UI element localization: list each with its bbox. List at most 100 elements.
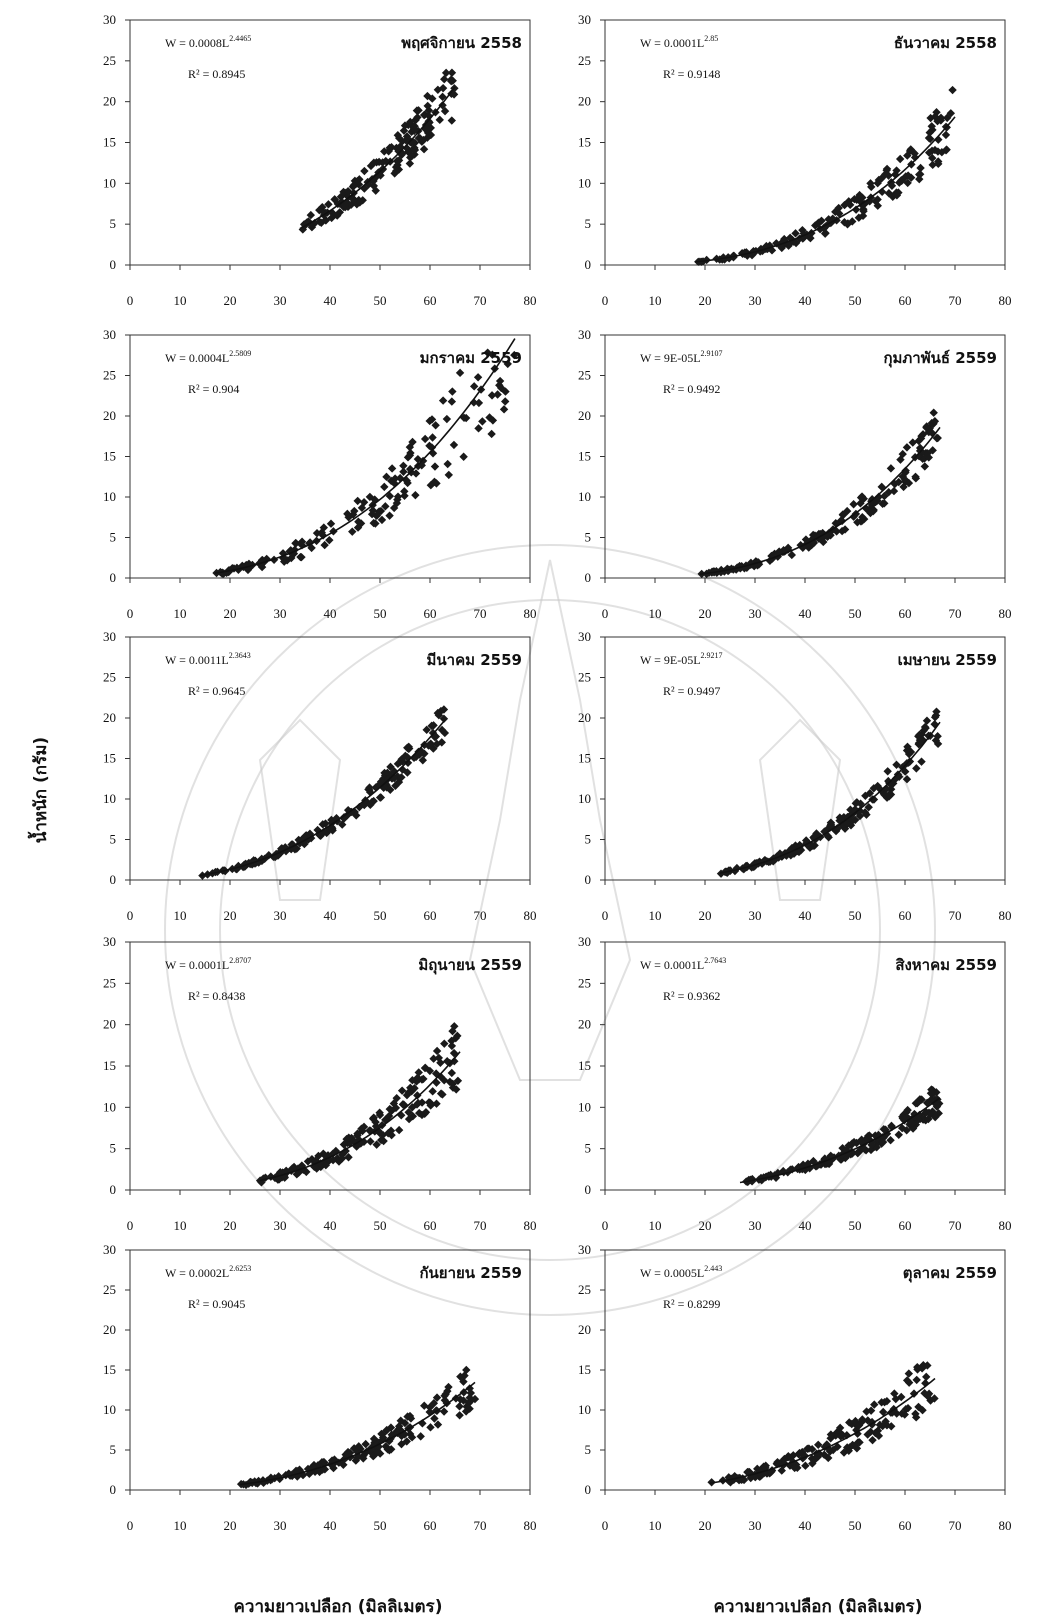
- y-tick-label: 0: [110, 257, 117, 272]
- data-point: [419, 145, 429, 154]
- data-point: [399, 126, 409, 135]
- data-point: [413, 113, 422, 122]
- x-tick-label: 60: [899, 606, 912, 621]
- data-point: [403, 768, 412, 777]
- data-point: [873, 1426, 883, 1435]
- data-point: [831, 207, 840, 217]
- y-tick-label: 15: [578, 1058, 591, 1073]
- data-point: [447, 116, 456, 125]
- data-point: [440, 1039, 449, 1048]
- data-point: [853, 1149, 862, 1158]
- data-point: [787, 843, 797, 853]
- data-point: [343, 509, 352, 519]
- month-label: มกราคม 2559: [420, 349, 522, 367]
- data-point: [441, 68, 451, 78]
- data-point: [908, 1124, 918, 1133]
- data-point: [933, 739, 943, 749]
- data-point: [880, 499, 889, 508]
- data-point: [865, 1131, 874, 1140]
- data-point: [775, 849, 785, 858]
- data-point: [831, 519, 840, 528]
- data-point: [889, 486, 899, 496]
- trend-line: [694, 116, 956, 263]
- data-point: [926, 113, 935, 123]
- r-squared-label: R² = 0.9362: [663, 989, 720, 1003]
- data-point: [820, 1442, 829, 1452]
- data-point: [366, 800, 375, 810]
- data-point: [418, 756, 428, 765]
- data-point: [443, 459, 452, 469]
- data-point: [426, 481, 436, 490]
- data-point: [341, 1146, 350, 1156]
- y-tick-label: 5: [585, 530, 592, 545]
- data-point: [375, 793, 385, 802]
- data-point: [828, 214, 837, 223]
- x-tick-label: 20: [224, 606, 237, 621]
- r-squared-label: R² = 0.8299: [663, 1297, 720, 1311]
- data-point: [921, 723, 930, 733]
- data-point: [836, 1155, 845, 1164]
- data-point: [904, 1378, 914, 1387]
- data-point: [333, 1154, 342, 1163]
- data-point: [353, 1129, 362, 1138]
- plot-area: [604, 19, 1006, 266]
- data-point: [848, 217, 857, 226]
- y-tick-label: 0: [110, 1182, 117, 1197]
- data-point: [910, 1109, 919, 1119]
- data-point: [933, 147, 943, 156]
- data-point: [408, 1103, 417, 1112]
- y-tick-label: 30: [103, 629, 116, 644]
- panel-10: 0 5 10 15 20 25 30 0 10 20 30 40 50 60 70 80 W = 0.0005L…: [578, 1242, 1012, 1533]
- data-point: [495, 376, 505, 386]
- panel-9: 0 5 10 15 20 25 30 0 10 20 30 40 50 60 70 80 W = 0.0002L…: [103, 1242, 537, 1533]
- y-tick-label: 25: [103, 975, 116, 990]
- data-point: [895, 154, 905, 164]
- data-point: [941, 130, 951, 140]
- data-point: [898, 762, 907, 772]
- data-point: [406, 117, 415, 127]
- data-point: [894, 1130, 903, 1139]
- data-point: [941, 146, 951, 155]
- data-point: [845, 1418, 854, 1427]
- data-point: [318, 531, 328, 540]
- data-point: [861, 791, 870, 800]
- data-point: [456, 1372, 465, 1381]
- data-point: [397, 773, 406, 782]
- data-point: [767, 1467, 776, 1476]
- data-point: [270, 1473, 279, 1483]
- y-tick-label: 0: [110, 570, 117, 585]
- data-point: [846, 1140, 856, 1150]
- data-point: [809, 1156, 818, 1166]
- data-point: [820, 1159, 830, 1168]
- y-tick-label: 10: [103, 1099, 116, 1114]
- x-tick-label: 0: [127, 293, 134, 308]
- data-point: [334, 1157, 344, 1166]
- x-tick-label: 0: [127, 1518, 134, 1533]
- data-point: [743, 251, 752, 260]
- data-point: [860, 199, 869, 209]
- data-point: [946, 109, 956, 118]
- data-point: [838, 1143, 847, 1153]
- x-tick-label: 30: [749, 908, 762, 923]
- data-point: [902, 1376, 912, 1385]
- data-point: [903, 151, 912, 160]
- x-tick-label: 60: [424, 1218, 437, 1233]
- data-point: [838, 1431, 848, 1440]
- x-tick-label: 20: [224, 908, 237, 923]
- data-point: [757, 1471, 766, 1480]
- x-tick-label: 60: [424, 606, 437, 621]
- y-tick-label: 30: [103, 12, 116, 27]
- data-point: [448, 76, 457, 85]
- data-point: [414, 106, 423, 115]
- data-point: [266, 1172, 276, 1181]
- plot-area: [129, 636, 531, 881]
- data-point: [447, 397, 457, 406]
- data-point: [811, 221, 820, 230]
- x-tick-label: 30: [274, 293, 287, 308]
- data-point: [917, 757, 926, 766]
- data-point: [774, 547, 784, 556]
- data-point: [441, 1389, 450, 1399]
- data-point: [922, 423, 931, 432]
- data-point: [843, 819, 852, 828]
- data-point: [383, 774, 392, 784]
